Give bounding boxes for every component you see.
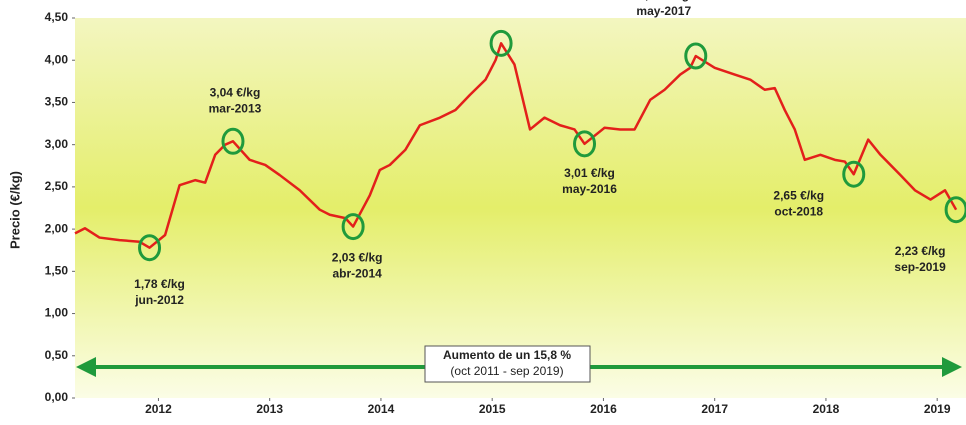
- y-tick-label: 4,50: [45, 10, 69, 24]
- annotation-date: mar-2013: [209, 101, 262, 115]
- x-tick-label: 2014: [368, 402, 395, 416]
- annotation-date: may-2016: [562, 182, 617, 196]
- x-tick-label: 2017: [701, 402, 728, 416]
- x-tick-label: 2013: [256, 402, 283, 416]
- x-tick-label: 2019: [924, 402, 951, 416]
- annotation-date: sep-2019: [894, 260, 946, 274]
- x-tick-label: 2012: [145, 402, 172, 416]
- annotation-date: jun-2012: [134, 293, 184, 307]
- x-tick-label: 2015: [479, 402, 506, 416]
- y-tick-label: 0,00: [45, 390, 69, 404]
- y-tick-label: 3,50: [45, 95, 69, 109]
- x-tick-label: 2016: [590, 402, 617, 416]
- annotation-date: abr-2014: [332, 267, 382, 281]
- annotation-date: oct-2018: [774, 204, 823, 218]
- annotation-value: 2,03 €/kg: [332, 251, 383, 265]
- range-title: Aumento de un 15,8 %: [443, 348, 571, 362]
- annotation-value: 2,65 €/kg: [773, 188, 824, 202]
- annotation-value: 3,04 €/kg: [210, 85, 261, 99]
- annotation-value: 1,78 €/kg: [134, 277, 185, 291]
- y-tick-label: 2,50: [45, 179, 69, 193]
- y-tick-label: 0,50: [45, 348, 69, 362]
- annotation-value: 2,23 €/kg: [895, 244, 946, 258]
- y-tick-label: 2,00: [45, 221, 69, 235]
- x-tick-label: 2018: [813, 402, 840, 416]
- y-tick-label: 1,50: [45, 264, 69, 278]
- annotation-date: may-2017: [636, 4, 691, 18]
- y-tick-label: 1,00: [45, 306, 69, 320]
- y-tick-label: 3,00: [45, 137, 69, 151]
- annotation-value: 4,05 €/kg: [638, 0, 689, 2]
- y-tick-label: 4,00: [45, 52, 69, 66]
- range-period: (oct 2011 - sep 2019): [450, 364, 563, 378]
- annotation-value: 3,01 €/kg: [564, 166, 615, 180]
- chart: Precio (€/kg) Aumento de un 15,8 % (oct …: [0, 0, 966, 420]
- plot-area: [75, 18, 966, 398]
- y-axis-label: Precio (€/kg): [7, 171, 22, 249]
